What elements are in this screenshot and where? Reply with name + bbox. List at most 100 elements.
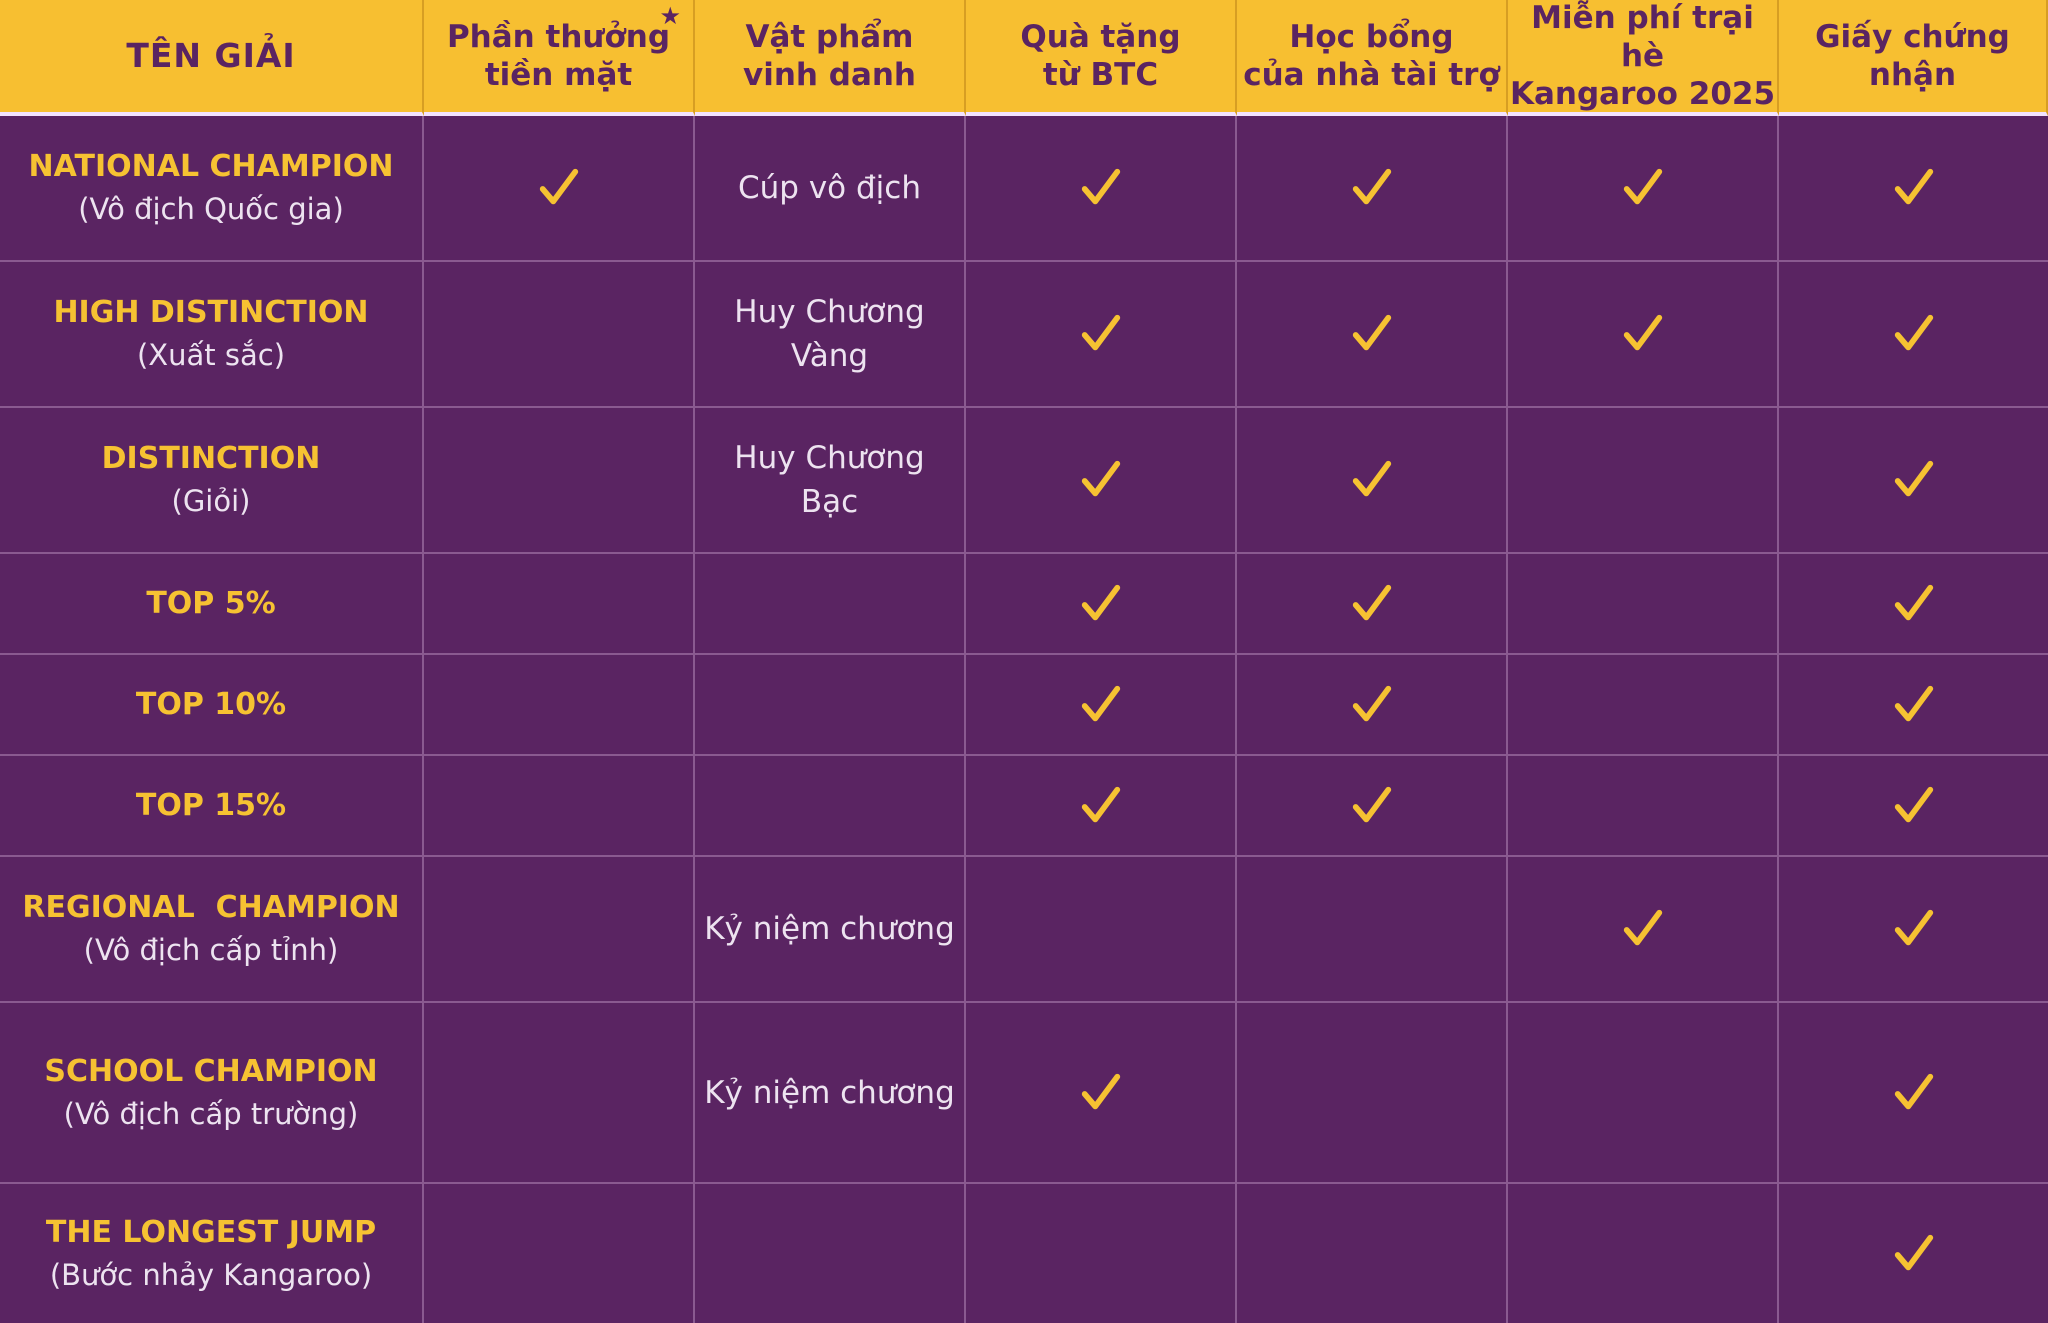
honor-item-text: Cúp vô địch [738,170,921,206]
sponsor-scholarship-cell [1237,408,1508,554]
cash-prize-cell [424,262,695,408]
sponsor-scholarship-cell [1237,116,1508,262]
honor-item-cell: Kỷ niệm chương [695,1003,966,1184]
award-subtitle: (Vô địch Quốc gia) [78,192,344,226]
header-label: Miễn phí trại hè Kangaroo 2025 [1509,0,1776,112]
checkmark-icon [1623,314,1662,351]
honor-item-cell: Huy Chương Vàng [695,262,966,408]
award-subtitle: (Giỏi) [171,484,251,518]
certificate-cell [1779,1184,2048,1323]
checkmark-icon [1894,460,1933,497]
award-name: TOP 5% [146,585,276,621]
honor-item-cell [695,756,966,857]
award-name: SCHOOL CHAMPION [44,1053,378,1089]
checkmark-icon [1352,685,1391,721]
honor-item-text: Huy Chương Bạc [734,440,925,520]
certificate-cell [1779,408,2048,554]
sponsor-scholarship-cell [1237,857,1508,1003]
header-honor-item: Vật phẩm vinh danh [695,0,966,116]
checkmark-icon [1894,168,1933,205]
honor-item-cell [695,554,966,655]
award-name-cell: THE LONGEST JUMP (Bước nhảy Kangaroo) [0,1184,424,1323]
checkmark-icon [1352,168,1391,205]
certificate-cell [1779,262,2048,408]
summer-camp-cell [1508,756,1779,857]
header-cash-prize: Phần thưởng tiền mặt ★ [424,0,695,116]
award-name: THE LONGEST JUMP [45,1214,377,1250]
award-subtitle: (Bước nhảy Kangaroo) [49,1257,373,1292]
header-summer-camp: Miễn phí trại hè Kangaroo 2025 [1508,0,1779,116]
checkmark-icon [1081,786,1120,822]
checkmark-icon [1081,1073,1120,1109]
summer-camp-cell [1508,554,1779,655]
header-label: Quà tặng từ BTC [1020,19,1181,93]
checkmark-icon [1081,685,1120,721]
sponsor-scholarship-cell [1237,655,1508,756]
cash-prize-cell [424,756,695,857]
summer-camp-cell [1508,1184,1779,1323]
checkmark-icon [1623,909,1662,946]
certificate-cell [1779,857,2048,1003]
cash-prize-cell [424,116,695,262]
checkmark-icon [1352,584,1391,620]
checkmark-icon [1894,909,1933,946]
header-certificate: Giấy chứng nhận [1779,0,2048,116]
certificate-cell [1779,1003,2048,1184]
cash-prize-cell [424,408,695,554]
honor-item-cell: Kỷ niệm chương [695,857,966,1003]
award-name: REGIONAL CHAMPION [22,890,400,925]
certificate-cell [1779,756,2048,857]
star-icon: ★ [659,2,681,30]
checkmark-icon [1081,584,1120,620]
summer-camp-cell [1508,1003,1779,1184]
honor-item-text: Kỷ niệm chương [704,911,955,947]
cash-prize-cell [424,554,695,655]
checkmark-icon [1081,168,1120,205]
award-name: TOP 15% [135,787,287,823]
cash-prize-cell [424,1184,695,1323]
organizer-gift-cell [966,554,1237,655]
award-name-cell: DISTINCTION (Giỏi) [0,408,424,554]
award-subtitle: (Vô địch cấp tỉnh) [83,933,339,967]
header-award-name: TÊN GIẢI [0,0,424,116]
award-subtitle: (Vô địch cấp trường) [63,1096,359,1131]
award-name: HIGH DISTINCTION [53,295,369,330]
certificate-cell [1779,554,2048,655]
award-name-cell: TOP 5% [0,554,424,655]
checkmark-icon [1894,584,1933,620]
sponsor-scholarship-cell [1237,756,1508,857]
award-name-cell: HIGH DISTINCTION (Xuất sắc) [0,262,424,408]
organizer-gift-cell [966,408,1237,554]
award-name-cell: TOP 10% [0,655,424,756]
award-name-cell: SCHOOL CHAMPION (Vô địch cấp trường) [0,1003,424,1184]
honor-item-cell [695,1184,966,1323]
organizer-gift-cell [966,655,1237,756]
honor-item-text: Huy Chương Vàng [734,294,925,374]
checkmark-icon [1081,314,1120,351]
checkmark-icon [1894,786,1933,822]
honor-item-cell [695,655,966,756]
sponsor-scholarship-cell [1237,1003,1508,1184]
header-label: Học bổng của nhà tài trợ [1243,19,1500,93]
honor-item-text: Kỷ niệm chương [704,1074,955,1111]
checkmark-icon [1623,168,1662,205]
certificate-cell [1779,655,2048,756]
header-sponsor-scholarship: Học bổng của nhà tài trợ [1237,0,1508,116]
organizer-gift-cell [966,262,1237,408]
award-name: NATIONAL CHAMPION [28,149,394,184]
checkmark-icon [1894,1234,1933,1270]
summer-camp-cell [1508,116,1779,262]
summer-camp-cell [1508,408,1779,554]
checkmark-icon [1081,460,1120,497]
award-name-cell: TOP 15% [0,756,424,857]
organizer-gift-cell [966,756,1237,857]
sponsor-scholarship-cell [1237,1184,1508,1323]
header-label: Phần thưởng tiền mặt [446,19,671,93]
award-name-cell: REGIONAL CHAMPION (Vô địch cấp tỉnh) [0,857,424,1003]
sponsor-scholarship-cell [1237,262,1508,408]
summer-camp-cell [1508,857,1779,1003]
organizer-gift-cell [966,1003,1237,1184]
checkmark-icon [1352,314,1391,351]
header-label: Giấy chứng nhận [1815,19,2010,93]
